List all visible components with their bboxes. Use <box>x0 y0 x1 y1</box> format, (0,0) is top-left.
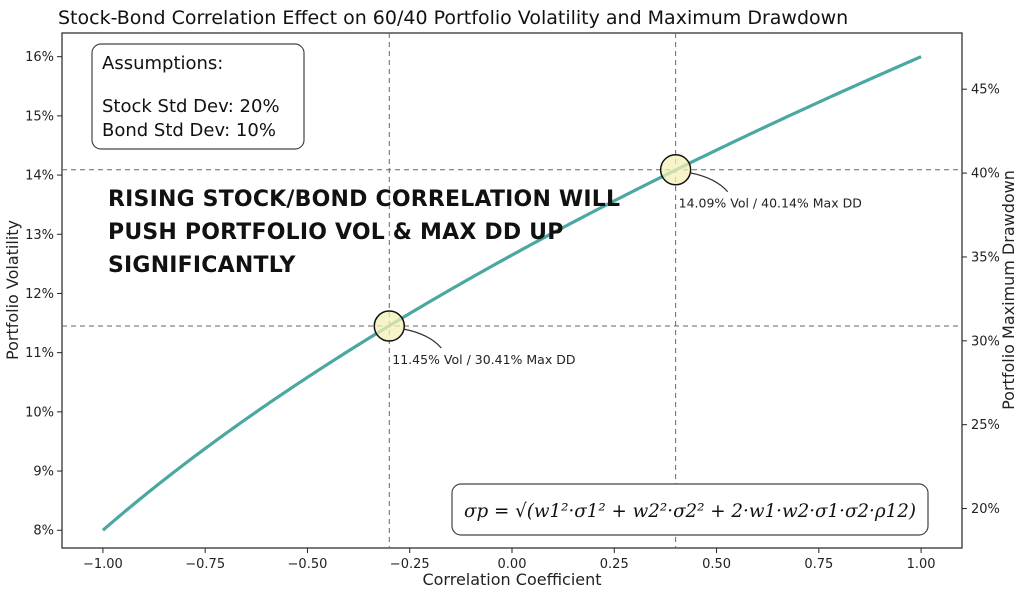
headline-line-3: SIGNIFICANTLY <box>108 253 296 278</box>
highlight-marker <box>659 153 692 186</box>
headline-line-1: RISING STOCK/BOND CORRELATION WILL <box>108 187 620 212</box>
highlight-label: 14.09% Vol / 40.14% Max DD <box>679 196 862 211</box>
reference-lines <box>62 33 962 548</box>
assumptions-box: Assumptions: Stock Std Dev: 20% Bond Std… <box>91 43 305 150</box>
x-tick-label: 0.50 <box>702 557 731 572</box>
y-tick-label: 11% <box>25 346 54 361</box>
y-axis-ticks: 8% 9% 10% 11% 12% 13% 14% 15% 16% <box>25 50 62 539</box>
highlight-markers: 11.45% Vol / 30.41% Max DD 14.09% Vol / 4… <box>373 153 862 367</box>
x-axis-ticks: −1.00 −0.75 −0.50 −0.25 0.00 0.25 0.50 0.75 1.00 <box>83 548 936 572</box>
y-tick-label: 15% <box>25 109 54 124</box>
x-tick-label: 0.25 <box>600 557 629 572</box>
x-tick-label: −1.00 <box>83 557 123 572</box>
headline-line-2: PUSH PORTFOLIO VOL & MAX DD UP <box>108 220 564 245</box>
annotation-connector <box>689 172 729 193</box>
assumption-bond: Bond Std Dev: 10% <box>102 120 276 141</box>
y2-tick-label: 45% <box>971 83 1000 98</box>
y-axis-label: Portfolio Volatility <box>3 220 22 360</box>
y2-tick-label: 30% <box>971 334 1000 349</box>
assumptions-title: Assumptions: <box>102 53 223 74</box>
x-tick-label: 0.75 <box>804 557 833 572</box>
series-line <box>101 55 922 532</box>
y2-tick-label: 20% <box>971 502 1000 517</box>
x-tick-label: −0.25 <box>390 557 430 572</box>
headline-annotation: RISING STOCK/BOND CORRELATION WILL PUSH … <box>108 187 620 278</box>
y-tick-label: 14% <box>25 169 54 184</box>
y2-axis-label: Portfolio Maximum Drawdown <box>999 170 1018 410</box>
y2-tick-label: 25% <box>971 418 1000 433</box>
formula-text: σp = √(w1²·σ1² + w2²·σ2² + 2·w1·w2·σ1·σ2… <box>464 500 916 522</box>
y2-axis-ticks: 20% 25% 30% 35% 40% 45% <box>962 83 1000 517</box>
y-tick-label: 8% <box>33 524 54 539</box>
chart-title: Stock-Bond Correlation Effect on 60/40 P… <box>58 7 848 29</box>
x-tick-label: 0.00 <box>498 557 527 572</box>
y-tick-label: 13% <box>25 228 54 243</box>
highlight-marker <box>373 310 406 342</box>
y-tick-label: 16% <box>25 50 54 65</box>
formula-box: σp = √(w1²·σ1² + w2²·σ2² + 2·w1·w2·σ1·σ2… <box>451 483 929 536</box>
assumption-stock: Stock Std Dev: 20% <box>102 96 280 117</box>
series-group <box>101 55 922 532</box>
y-tick-label: 9% <box>33 465 54 480</box>
y-tick-label: 12% <box>25 287 54 302</box>
x-tick-label: −0.75 <box>185 557 225 572</box>
highlight-label: 11.45% Vol / 30.41% Max DD <box>392 352 575 367</box>
x-axis-label: Correlation Coefficient <box>422 570 601 589</box>
x-tick-label: 1.00 <box>907 557 936 572</box>
y2-tick-label: 35% <box>971 250 1000 265</box>
y-tick-label: 10% <box>25 405 54 420</box>
x-tick-label: −0.50 <box>288 557 328 572</box>
annotation-connector <box>403 328 442 349</box>
y2-tick-label: 40% <box>971 167 1000 182</box>
